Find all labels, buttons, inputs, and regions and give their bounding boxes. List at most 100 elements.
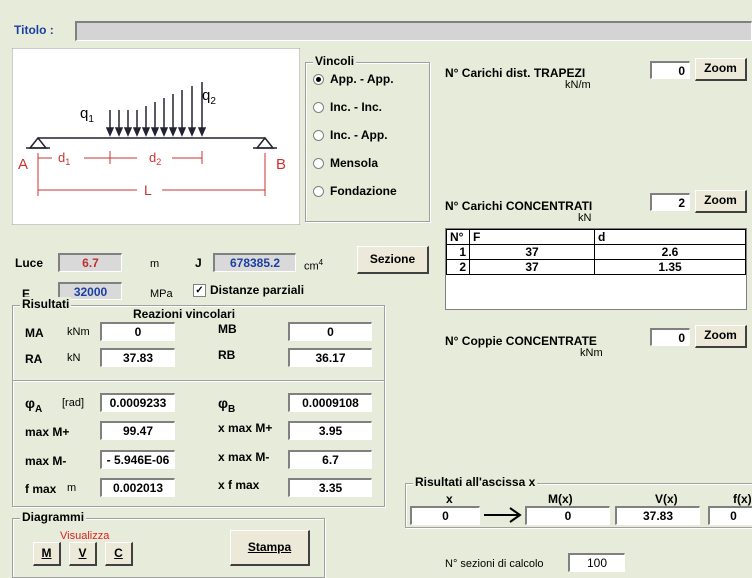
table-header: d [594, 229, 746, 245]
result-value[interactable]: 0.002013 [100, 478, 175, 497]
result-unit: kN [67, 352, 81, 364]
ascissa-value[interactable]: 37.83 [615, 506, 700, 525]
result-label: φA [25, 395, 42, 415]
concentrati-zoom[interactable]: Zoom [695, 190, 747, 213]
radio-label: App. - App. [330, 72, 394, 86]
vincolo-option[interactable]: App. - App. [313, 72, 394, 86]
result-value[interactable]: 3.35 [288, 478, 372, 497]
trapezi-label: N° Carichi dist. TRAPEZI [445, 66, 586, 80]
radio-button[interactable] [313, 73, 324, 85]
result-label: φB [218, 395, 235, 415]
ascissa-value[interactable]: 0 [525, 506, 610, 525]
result-value[interactable]: - 5.946E-06 [100, 450, 175, 469]
result-label: max M+ [25, 425, 70, 439]
visualizza-label: Visualizza [60, 530, 110, 542]
radio-button[interactable] [313, 101, 324, 113]
table-cell: 37 [469, 244, 595, 260]
concentrati-label: N° Carichi CONCENTRATI [445, 199, 593, 213]
trapezi-unit: kN/m [565, 79, 591, 91]
table-cell: 37 [469, 259, 595, 275]
table-cell: 1 [446, 244, 470, 260]
e-label: E [22, 287, 31, 301]
coppie-count[interactable]: 0 [650, 328, 690, 346]
subscript: A [35, 403, 43, 415]
result-value[interactable]: 99.47 [100, 421, 175, 440]
result-unit: kNm [67, 326, 90, 338]
result-value[interactable]: 37.83 [100, 348, 175, 367]
result-label: f max [25, 482, 57, 496]
result-value[interactable]: 0 [100, 322, 175, 341]
concentrati-count[interactable]: 2 [650, 193, 690, 211]
separator [13, 380, 384, 382]
result-unit: [rad] [62, 397, 85, 409]
q2-label: q2 [202, 87, 216, 107]
result-unit: m [67, 482, 77, 494]
e-unit: MPa [150, 288, 173, 300]
diagram-button[interactable]: V [69, 542, 97, 566]
vincolo-option[interactable]: Mensola [313, 156, 378, 170]
vincolo-option[interactable]: Inc. - Inc. [313, 100, 382, 114]
result-value[interactable]: 3.95 [288, 421, 372, 440]
ascissa-title: Risultati all'ascissa x [413, 475, 538, 489]
sezione-button[interactable]: Sezione [357, 246, 429, 274]
radio-button[interactable] [313, 129, 324, 141]
table-cell: 2 [446, 259, 470, 275]
title-input[interactable] [75, 21, 752, 41]
table-row: 1 37 2.6 [446, 244, 746, 260]
stampa-button[interactable]: Stampa [230, 530, 310, 566]
radio-button[interactable] [313, 185, 324, 197]
ascissa-header: f(x) [733, 492, 752, 506]
ascissa-group [405, 483, 752, 528]
sezioni-label: N° sezioni di calcolo [445, 558, 544, 570]
q1-label: q1 [80, 105, 94, 125]
diagrammi-title: Diagrammi [20, 510, 87, 524]
trapezi-count[interactable]: 0 [650, 61, 690, 79]
ascissa-header: x [446, 492, 453, 506]
diagram-button[interactable]: M [33, 542, 61, 566]
vincolo-option[interactable]: Fondazione [313, 184, 397, 198]
result-value[interactable]: 0 [288, 322, 372, 341]
table-header: F [469, 229, 595, 245]
vincoli-group [305, 62, 430, 222]
vincoli-title: Vincoli [313, 54, 357, 68]
diagram-button[interactable]: C [105, 542, 133, 566]
risultati-title: Risultati [20, 297, 72, 311]
vincolo-option[interactable]: Inc. - App. [313, 128, 388, 142]
l-label: L [144, 182, 152, 198]
result-value[interactable]: 36.17 [288, 348, 372, 367]
radio-button[interactable] [313, 157, 324, 169]
coppie-unit: kNm [580, 347, 603, 359]
distanze-label: Distanze parziali [210, 283, 305, 297]
result-label: RA [25, 352, 43, 366]
e-input[interactable]: 32000 [58, 282, 122, 300]
table-row: 2 37 1.35 [446, 259, 746, 275]
sezioni-input[interactable]: 100 [568, 553, 625, 572]
radio-label: Fondazione [330, 184, 397, 198]
reazioni-label: Reazioni vincolari [133, 307, 236, 321]
j-unit: cm4 [304, 258, 324, 273]
result-label: x max M- [218, 450, 270, 464]
ascissa-value[interactable]: 0 [410, 506, 480, 525]
d2-label: d2 [149, 150, 161, 167]
radio-label: Inc. - Inc. [330, 100, 383, 114]
a-label: A [18, 156, 28, 173]
result-value[interactable]: 6.7 [288, 450, 372, 469]
distanze-checkbox[interactable]: ✓ [193, 284, 206, 297]
risultati-group [12, 305, 385, 507]
concentrati-unit: kN [578, 212, 592, 224]
result-label: RB [218, 348, 236, 362]
luce-input[interactable]: 6.7 [58, 253, 122, 272]
arrow-icon [484, 507, 522, 523]
coppie-zoom[interactable]: Zoom [695, 325, 747, 348]
d1-label: d1 [58, 150, 70, 167]
ascissa-value[interactable]: 0 [708, 506, 752, 525]
result-value[interactable]: 0.0009233 [100, 393, 175, 412]
symbol: φ [218, 395, 229, 411]
trapezi-zoom[interactable]: Zoom [695, 58, 747, 81]
result-value[interactable]: 0.0009108 [288, 393, 372, 412]
j-input[interactable]: 678385.2 [213, 253, 296, 272]
